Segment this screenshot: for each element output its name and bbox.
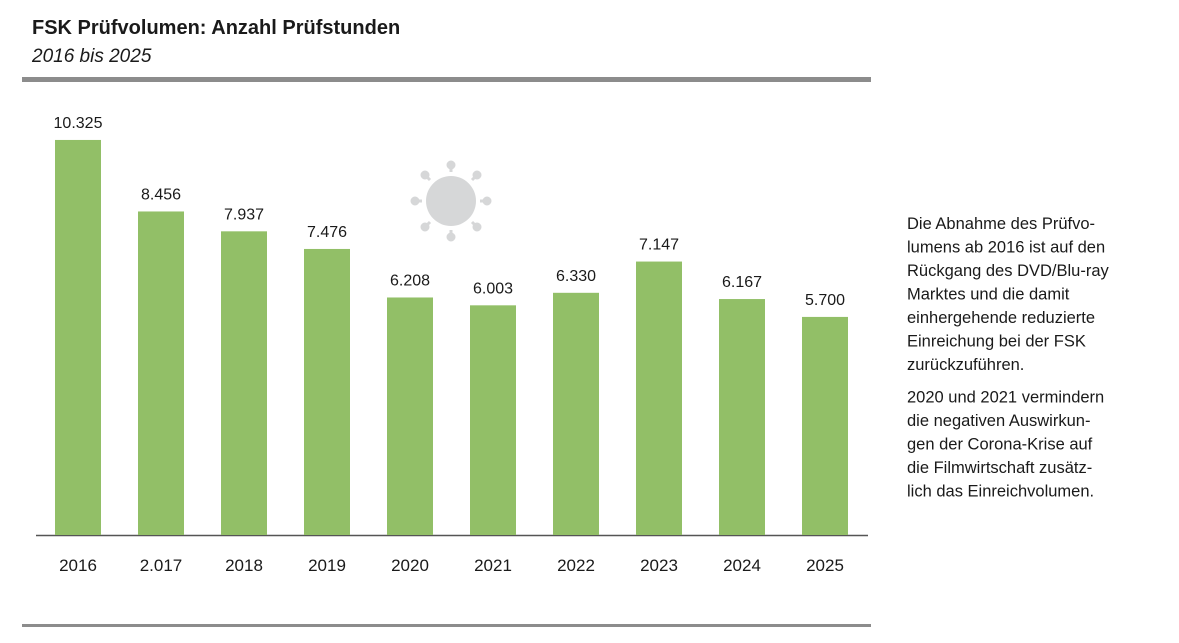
annotation-line: die Filmwirtschaft zusätz- <box>907 459 1092 477</box>
value-label: 7.937 <box>224 206 264 223</box>
value-label: 6.208 <box>390 272 430 289</box>
x-tick-label: 2016 <box>59 556 97 575</box>
top-rule <box>22 77 871 82</box>
value-label: 8.456 <box>141 186 181 203</box>
annotation-line: zurückzuführen. <box>907 356 1024 374</box>
value-label: 7.476 <box>307 224 347 241</box>
x-tick-label: 2.017 <box>140 556 183 575</box>
bar <box>387 297 433 535</box>
bar <box>802 316 848 535</box>
value-label: 5.700 <box>805 292 845 309</box>
virus-icon <box>410 160 492 242</box>
chart-title: FSK Prüfvolumen: Anzahl Prüfstunden <box>32 17 400 39</box>
value-label: 10.325 <box>54 115 103 132</box>
bar <box>55 139 101 535</box>
x-tick-label: 2019 <box>308 556 346 575</box>
annotation-line: lumens ab 2016 ist auf den <box>907 239 1105 257</box>
x-tick-label: 2021 <box>474 556 512 575</box>
x-tick-label: 2020 <box>391 556 429 575</box>
value-label: 6.167 <box>722 274 762 291</box>
x-tick-label: 2022 <box>557 556 595 575</box>
annotation-line: Einreichung bei der FSK <box>907 333 1086 351</box>
annotation-line: gen der Corona-Krise auf <box>907 436 1093 454</box>
annotation-line: Rückgang des DVD/Blu-ray <box>907 262 1110 280</box>
value-label: 6.003 <box>473 280 513 297</box>
annotation-line: Marktes und die damit <box>907 286 1070 304</box>
bar <box>553 292 599 535</box>
annotation-line: Die Abnahme des Prüfvo- <box>907 215 1095 233</box>
bar <box>719 299 765 535</box>
chart-subtitle: 2016 bis 2025 <box>31 46 152 67</box>
annotation-line: einhergehende reduzierte <box>907 309 1095 327</box>
x-tick-label: 2025 <box>806 556 844 575</box>
annotation-line: 2020 und 2021 vermindern <box>907 389 1104 407</box>
annotation-line: die negativen Auswirkun- <box>907 412 1090 430</box>
x-tick-label: 2024 <box>723 556 761 575</box>
bar <box>636 261 682 535</box>
bar <box>221 231 267 535</box>
x-tick-label: 2018 <box>225 556 263 575</box>
value-label: 6.330 <box>556 268 596 285</box>
x-tick-label: 2023 <box>640 556 678 575</box>
value-label: 7.147 <box>639 237 679 254</box>
bar <box>470 305 516 535</box>
bar <box>138 211 184 536</box>
bar <box>304 248 350 536</box>
bottom-rule <box>22 624 871 627</box>
annotation-line: lich das Einreichvolumen. <box>907 483 1094 501</box>
